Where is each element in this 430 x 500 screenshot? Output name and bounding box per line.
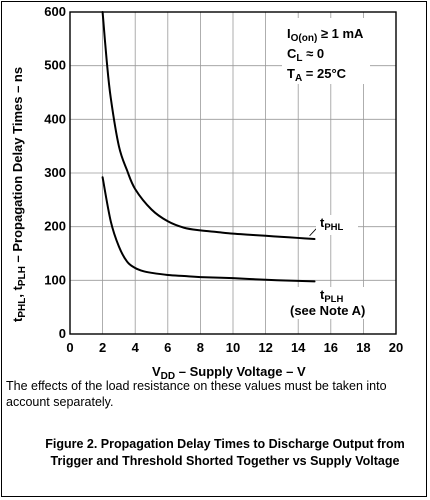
- x-tick-label: 4: [132, 340, 140, 355]
- series-note-tplh: (see Note A): [290, 303, 365, 318]
- x-tick-label: 8: [197, 340, 204, 355]
- condition-cl: CL ≈ 0: [287, 46, 324, 64]
- series-line-tplh: [101, 176, 316, 283]
- x-tick-label: 20: [389, 340, 403, 355]
- y-tick-label: 200: [44, 219, 66, 234]
- x-axis-label: VDD – Supply Voltage – V: [152, 364, 306, 380]
- y-tick-label: 600: [44, 4, 66, 19]
- x-tick-label: 10: [226, 340, 240, 355]
- figure-caption: Figure 2. Propagation Delay Times to Dis…: [45, 437, 405, 468]
- tphl-leader: [309, 228, 317, 237]
- condition-ta: TA = 25°C: [287, 66, 347, 84]
- series-label-tphl: tPHL: [320, 215, 344, 233]
- x-tick-label: 18: [356, 340, 370, 355]
- tphl-label-bg: [316, 215, 358, 235]
- y-tick-label: 0: [59, 326, 66, 341]
- x-tick-label: 6: [164, 340, 171, 355]
- series-label-tplh: tPLH: [320, 287, 343, 305]
- y-tick-label: 100: [44, 272, 66, 287]
- y-axis-label: tPHL, tPLH – Propagation Delay Times – n…: [10, 67, 28, 322]
- y-tick-label: 400: [44, 111, 66, 126]
- curves: [101, 11, 317, 283]
- plot-border: [69, 11, 397, 335]
- series-line-tphl: [101, 11, 316, 241]
- y-tick-label: 500: [44, 58, 66, 73]
- x-tick-label: 12: [258, 340, 272, 355]
- x-tick-label: 2: [99, 340, 106, 355]
- conditions-box: [282, 18, 370, 84]
- condition-io: IO(on) ≥ 1 mA: [287, 26, 364, 44]
- x-tick-label: 14: [291, 340, 306, 355]
- load-resistance-note: The effects of the load resistance on th…: [6, 379, 387, 409]
- x-tick-label: 16: [324, 340, 338, 355]
- tplh-label-bg: [288, 287, 372, 319]
- x-tick-label: 0: [66, 340, 73, 355]
- y-tick-label: 300: [44, 165, 66, 180]
